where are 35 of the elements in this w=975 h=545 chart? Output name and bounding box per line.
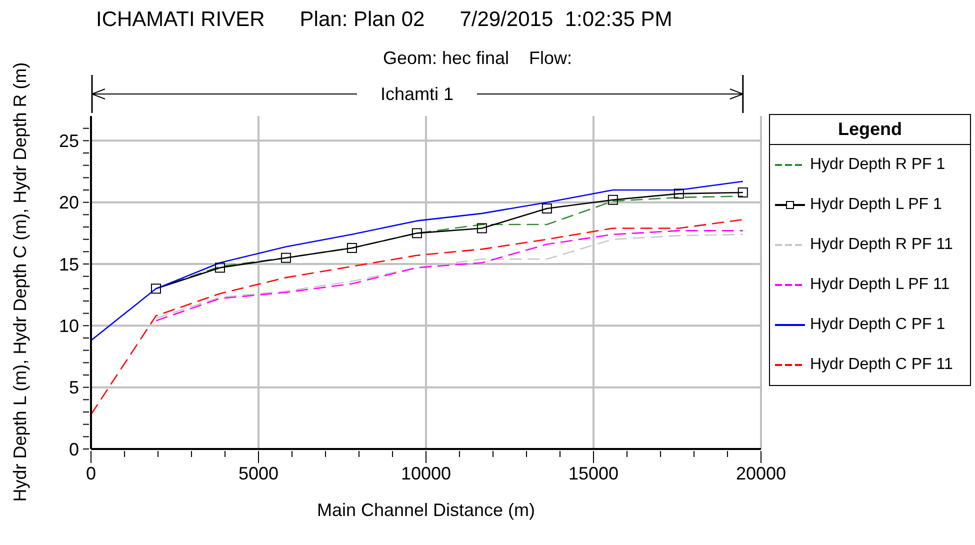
y-tick-label: 5 (68, 378, 79, 398)
x-tick-label: 0 (86, 463, 96, 484)
point (346, 242, 357, 253)
x-tick-label: 20000 (736, 463, 786, 484)
x-tick-label: 10000 (400, 463, 452, 484)
y-tick-label: 10 (58, 316, 79, 336)
point (542, 204, 552, 214)
y-tick-label: 25 (58, 130, 79, 151)
line-series (91, 180, 744, 342)
point (214, 262, 225, 273)
point (738, 187, 748, 198)
point (150, 284, 161, 294)
chart-subtitle: Geom: hec final Flow: (382, 48, 572, 68)
x-tick-label: 15000 (568, 463, 619, 484)
legend-label: Hydr Depth C PF 11 (810, 356, 953, 374)
point (674, 188, 684, 199)
x-tick-label: 5000 (238, 463, 279, 484)
point (412, 228, 422, 238)
legend-label: Hydr Depth C PF 1 (810, 316, 946, 334)
text: Ichamti 1 (356, 84, 477, 105)
legend-label: Hydr Depth L PF 11 (810, 276, 950, 294)
legend-label: Hydr Depth L PF 1 (810, 196, 942, 214)
point (280, 252, 291, 263)
legend-title: Legend (770, 115, 970, 145)
line-series (91, 218, 744, 416)
legend-label: Hydr Depth R PF 11 (810, 236, 953, 254)
chart-title: ICHAMATI RIVER Plan: Plan 02 7/29/2015 1:02:35 PM (96, 8, 672, 32)
y-axis-title: Hydr Depth L (m), Hydr Depth C (m), Hydr Depth R (m) (9, 61, 31, 504)
legend-label: Hydr Depth R PF 1 (810, 156, 946, 174)
y-tick-label: 0 (68, 439, 79, 460)
y-tick-label: 20 (58, 192, 79, 213)
x-axis-title: Main Channel Distance (m) (316, 500, 536, 521)
y-tick-label: 15 (58, 254, 79, 274)
point (608, 194, 618, 205)
point (476, 223, 487, 234)
